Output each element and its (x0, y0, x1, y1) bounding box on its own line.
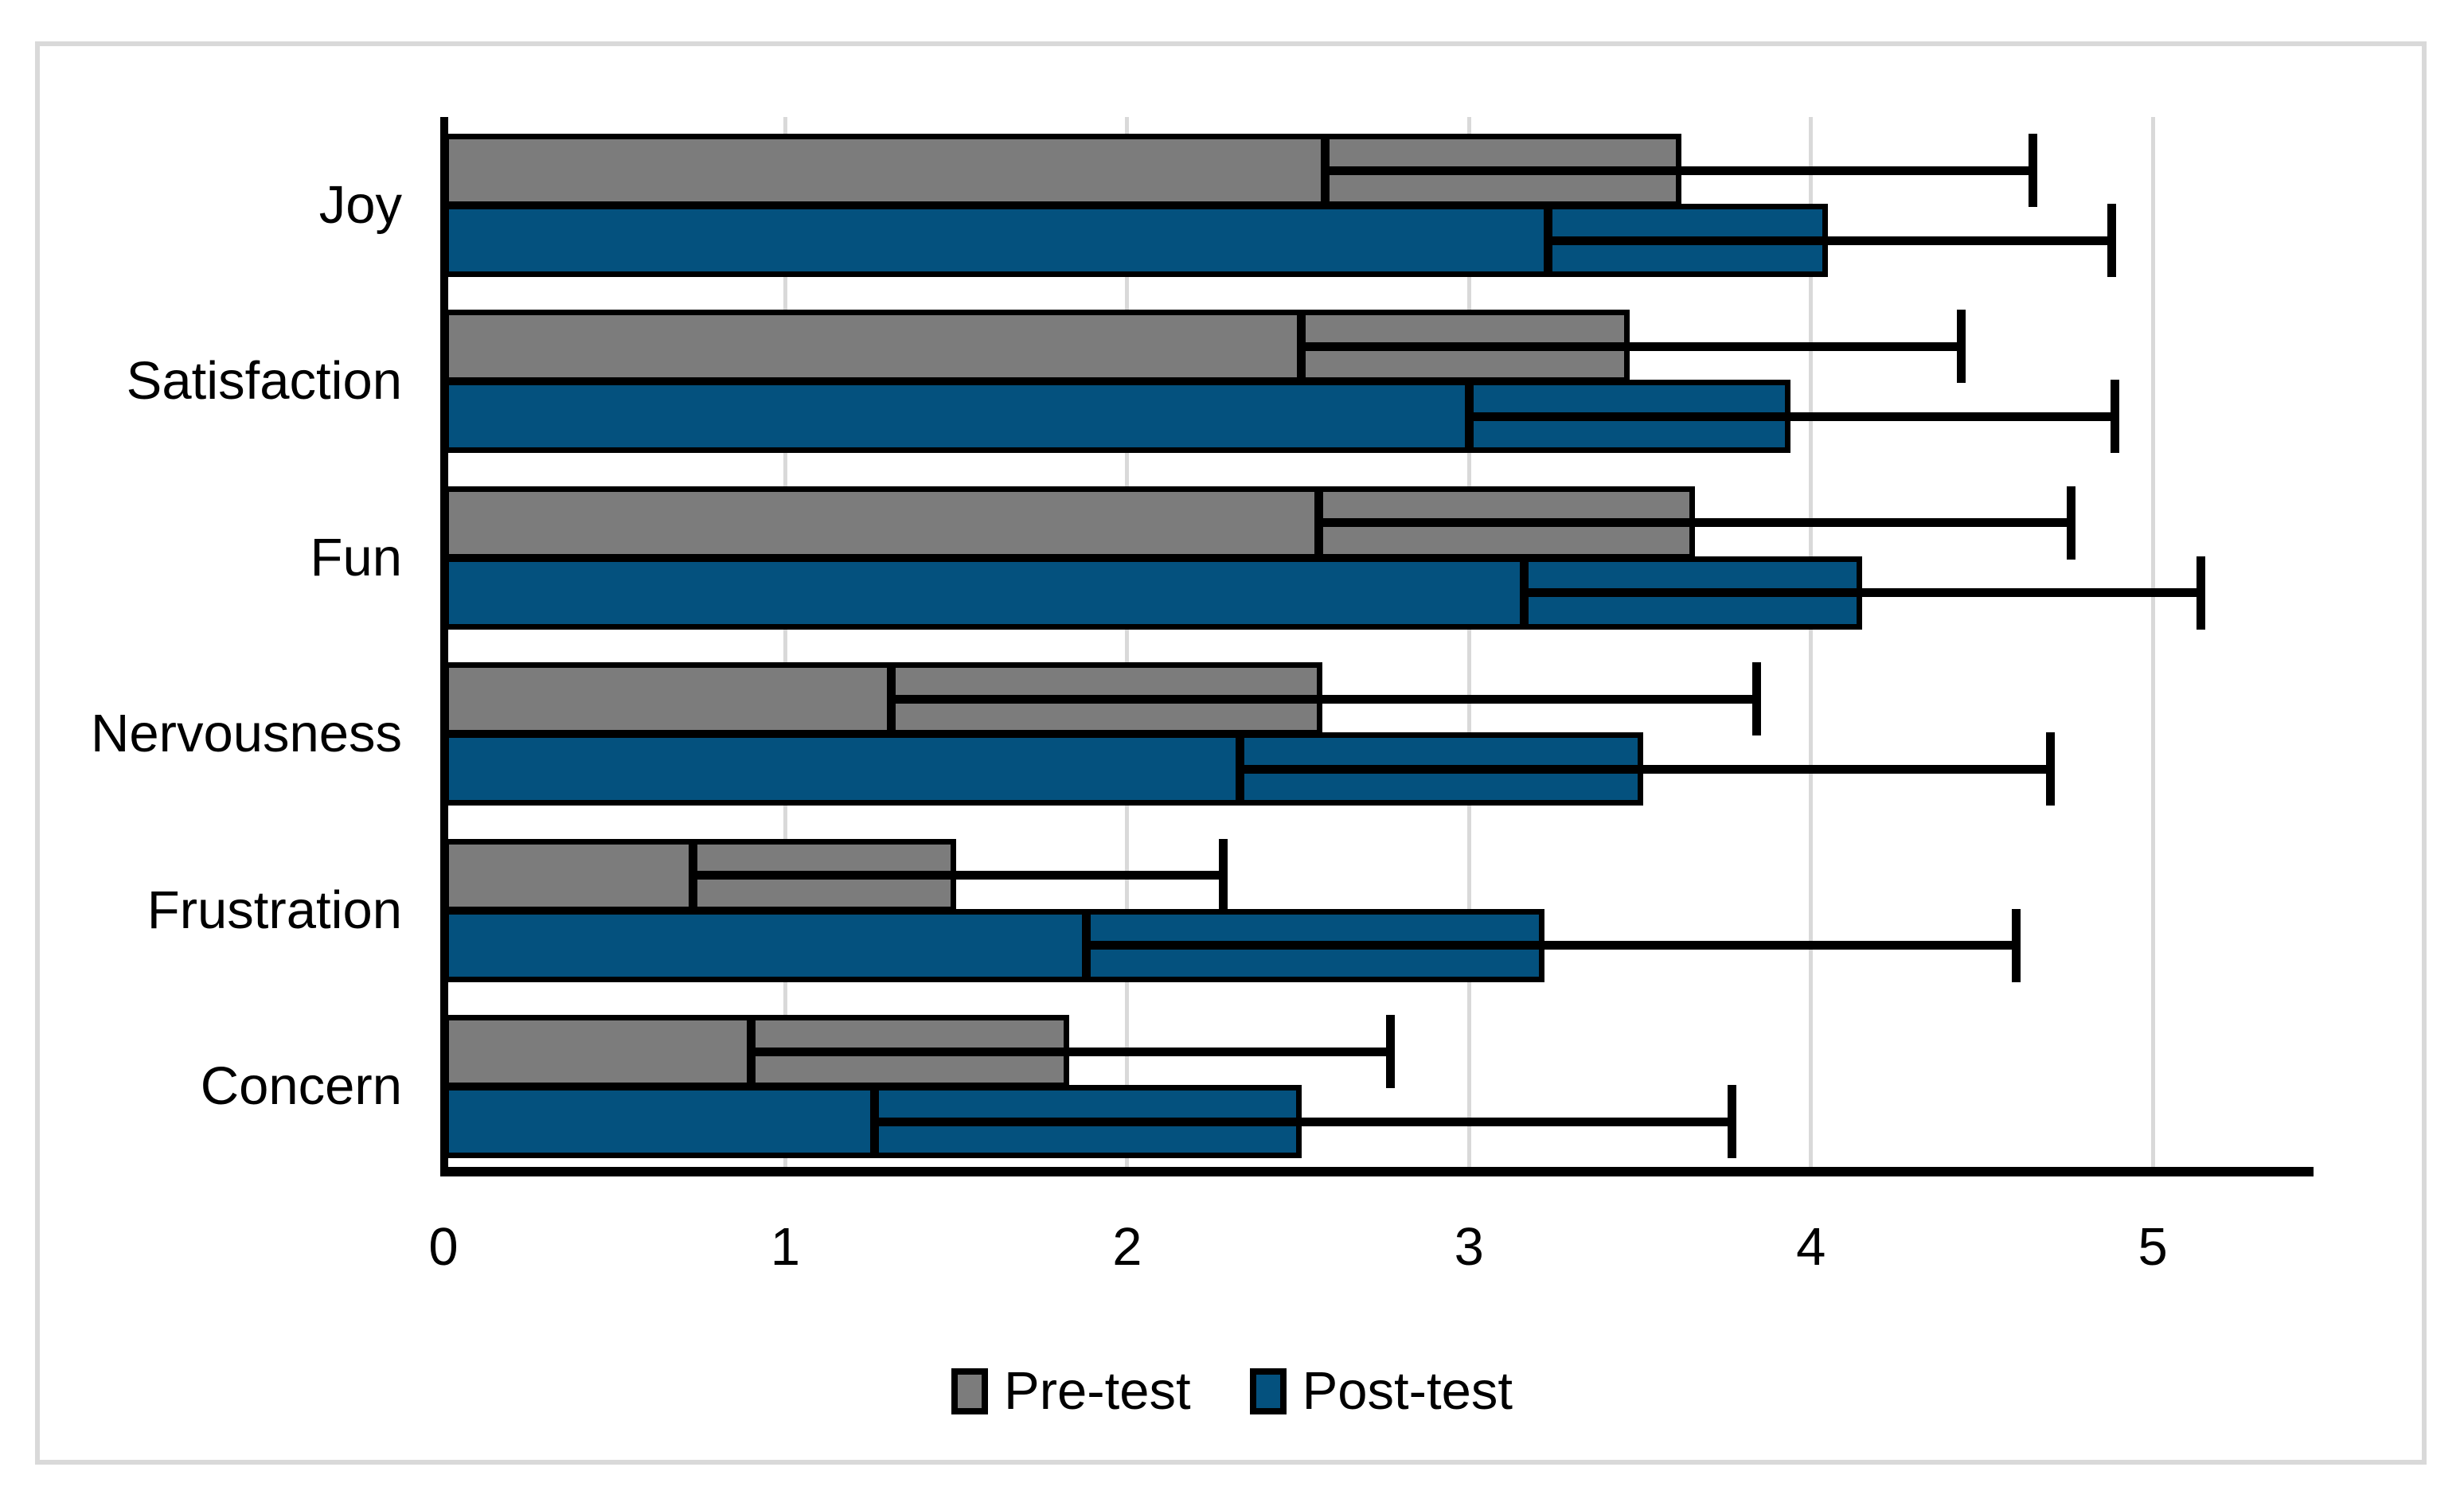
legend-item-pre-test: Pre-test (951, 1356, 1191, 1427)
legend-label-post-test: Post-test (1302, 1361, 1513, 1421)
legend-item-post-test: Post-test (1249, 1356, 1513, 1427)
legend-label-pre-test: Pre-test (1004, 1361, 1191, 1421)
legend-swatch-pre-test-icon (951, 1368, 989, 1414)
legend: Pre-test Post-test (0, 1356, 2464, 1427)
legend-swatch-post-test-icon (1249, 1368, 1287, 1414)
chart-panel-border (35, 41, 2427, 1465)
